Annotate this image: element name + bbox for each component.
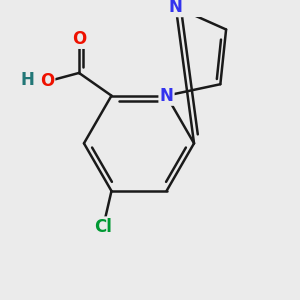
Text: Cl: Cl xyxy=(94,218,112,236)
Text: Cl: Cl xyxy=(94,218,112,236)
Text: N: N xyxy=(160,87,173,105)
Text: N: N xyxy=(169,0,183,16)
Text: H: H xyxy=(21,71,35,89)
Text: O: O xyxy=(72,30,86,48)
Text: O: O xyxy=(40,73,54,91)
